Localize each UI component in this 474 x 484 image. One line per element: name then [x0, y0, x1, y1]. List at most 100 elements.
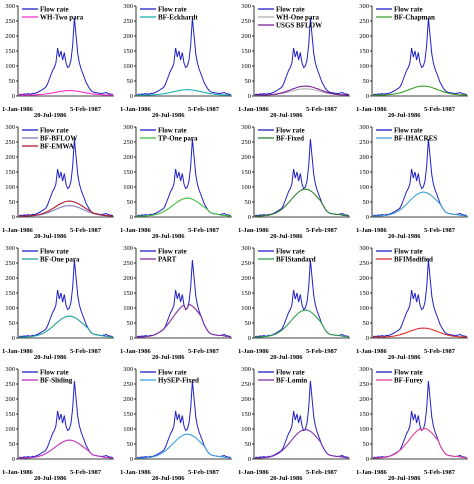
y-tick-label: 150 — [241, 411, 251, 418]
x-date-label: 5-Feb-1987 — [188, 106, 220, 113]
legend-label: BF-Chapman — [394, 14, 435, 22]
flow-rate-line — [254, 138, 350, 217]
y-tick-label: 0 — [12, 93, 15, 100]
y-tick-label: 50 — [245, 199, 252, 206]
hydrograph-svg-9: 0 50 100 150 200 250 300 1-Jan-198620-Jul-19865… — [2, 245, 114, 361]
hydrograph-svg-8: 0 50 100 150 200 250 300 1-Jan-198620-Jul-19865… — [356, 124, 468, 240]
y-tick-label: 200 — [359, 154, 369, 161]
flow-rate-line — [18, 17, 114, 96]
y-tick-label: 200 — [359, 396, 369, 403]
legend-label: Flow rate — [40, 6, 69, 14]
y-tick-label: 250 — [359, 260, 369, 267]
y-tick-label: 150 — [241, 290, 251, 297]
y-tick-label: 100 — [5, 305, 15, 312]
y-tick-label: 300 — [123, 245, 133, 252]
y-tick-label: 150 — [5, 290, 15, 297]
y-tick-label: 50 — [127, 199, 134, 206]
legend-label: Flow rate — [276, 369, 305, 377]
y-tick-label: 50 — [9, 199, 16, 206]
baseflow-line — [18, 315, 114, 338]
legend-label: BF-Eckhardt — [158, 14, 198, 22]
y-tick-label: 50 — [9, 441, 16, 448]
hydrograph-svg-10: 0 50 100 150 200 250 300 1-Jan-198620-Jul-19865… — [120, 245, 232, 361]
y-tick-label: 250 — [241, 139, 251, 146]
y-tick-label: 150 — [5, 411, 15, 418]
x-date-label: 1-Jan-1986 — [2, 106, 33, 113]
y-tick-label: 200 — [5, 275, 15, 282]
x-date-label: 5-Feb-1987 — [424, 106, 456, 113]
y-tick-label: 300 — [241, 366, 251, 373]
x-date-label: 1-Jan-1986 — [356, 227, 387, 234]
y-tick-label: 300 — [241, 245, 251, 252]
y-tick-label: 100 — [123, 426, 133, 433]
baseflow-line — [136, 197, 231, 217]
legend-label: BF-One para — [40, 256, 80, 264]
x-date-label: 1-Jan-1986 — [2, 348, 33, 355]
x-date-label: 5-Feb-1987 — [306, 469, 338, 476]
y-tick-label: 100 — [123, 184, 133, 191]
y-tick-label: 250 — [359, 139, 369, 146]
y-tick-label: 150 — [359, 169, 369, 176]
x-date-label: 1-Jan-1986 — [120, 348, 151, 355]
x-date-label: 20-Jul-1986 — [152, 233, 185, 240]
y-tick-label: 200 — [5, 396, 15, 403]
y-tick-label: 100 — [241, 426, 251, 433]
hydrograph-panel-7: 0 50 100 150 200 250 300 1-Jan-1986 20-Jul-1986 5… — [236, 121, 354, 242]
y-tick-label: 50 — [127, 78, 134, 85]
x-date-label: 5-Feb-1987 — [70, 469, 102, 476]
hydrograph-svg-14: 0 50 100 150 200 250 300 1-Jan-198620-Jul-19865… — [120, 366, 232, 482]
y-tick-label: 300 — [359, 245, 369, 252]
y-tick-label: 200 — [359, 275, 369, 282]
x-date-label: 5-Feb-1987 — [70, 106, 102, 113]
flow-rate-line — [254, 259, 350, 338]
x-date-label: 5-Feb-1987 — [188, 227, 220, 234]
x-date-label: 20-Jul-1986 — [388, 233, 421, 240]
y-tick-label: 300 — [123, 124, 133, 131]
flow-rate-line — [372, 259, 468, 338]
y-tick-label: 250 — [123, 18, 133, 25]
y-tick-label: 100 — [359, 184, 369, 191]
hydrograph-panel-15: 0 50 100 150 200 250 300 1-Jan-1986 20-Jul-1986 5… — [236, 363, 354, 484]
x-date-label: 20-Jul-1986 — [270, 112, 303, 119]
legend-label: Flow rate — [394, 6, 423, 14]
x-date-label: 20-Jul-1986 — [152, 354, 185, 361]
flow-rate-line — [18, 380, 114, 459]
x-date-label: 20-Jul-1986 — [388, 475, 421, 482]
y-tick-label: 0 — [130, 214, 133, 221]
baseflow-line — [137, 89, 232, 96]
hydrograph-panel-16: 0 50 100 150 200 250 300 1-Jan-1986 20-Jul-1986 5… — [354, 363, 472, 484]
y-tick-label: 300 — [123, 3, 133, 10]
y-tick-label: 0 — [12, 214, 15, 221]
legend-label: BF-Lomin — [276, 377, 307, 385]
y-tick-label: 0 — [248, 335, 251, 342]
x-date-label: 5-Feb-1987 — [306, 227, 338, 234]
y-tick-label: 0 — [366, 214, 369, 221]
hydrograph-panel-2: 0 50 100 150 200 250 300 1-Jan-1986 20-Jul-1986 5… — [118, 0, 236, 121]
flow-rate-line — [136, 138, 232, 217]
y-tick-label: 250 — [359, 18, 369, 25]
y-tick-label: 150 — [123, 48, 133, 55]
legend-label: Flow rate — [276, 6, 305, 14]
legend-label: Flow rate — [40, 369, 69, 377]
hydrograph-panel-5: 0 50 100 150 200 250 300 1-Jan-1986 20-Jul-1986 5… — [0, 121, 118, 242]
y-tick-label: 0 — [366, 335, 369, 342]
y-tick-label: 150 — [5, 169, 15, 176]
y-tick-label: 200 — [241, 154, 251, 161]
hydrograph-panel-1: 0 50 100 150 200 250 300 1-Jan-1986 20-Jul-1986 5… — [0, 0, 118, 121]
flow-rate-line — [372, 380, 468, 459]
y-tick-label: 150 — [241, 48, 251, 55]
flow-rate-line — [254, 17, 350, 96]
x-date-label: 5-Feb-1987 — [188, 469, 220, 476]
baseflow-line — [137, 303, 232, 338]
legend-label: Flow rate — [394, 248, 423, 256]
y-tick-label: 150 — [359, 48, 369, 55]
y-tick-label: 0 — [366, 456, 369, 463]
x-date-label: 20-Jul-1986 — [388, 112, 421, 119]
y-tick-label: 300 — [241, 124, 251, 131]
x-date-label: 20-Jul-1986 — [34, 354, 67, 361]
hydrograph-panel-3: 0 50 100 150 200 250 300 1-Jan-1986 20-Jul-1986 5… — [236, 0, 354, 121]
x-date-label: 20-Jul-1986 — [270, 475, 303, 482]
y-tick-label: 100 — [123, 63, 133, 70]
x-date-label: 20-Jul-1986 — [34, 233, 67, 240]
legend-label: BF-BFLOW — [40, 135, 77, 143]
